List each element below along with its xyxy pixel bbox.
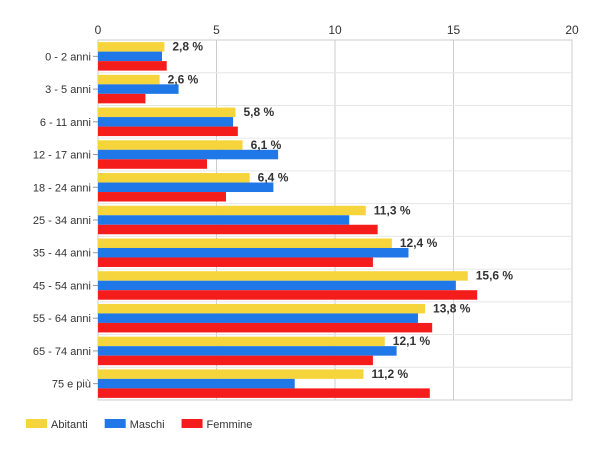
category-label: 12 - 17 anni	[33, 150, 91, 162]
data-label: 12,4 %	[400, 236, 438, 250]
bars	[98, 42, 478, 398]
bar-maschi[interactable]	[98, 280, 456, 291]
data-label: 13,8 %	[433, 301, 471, 315]
grid	[93, 39, 573, 401]
data-label: 2,6 %	[168, 72, 199, 86]
category-label: 45 - 54 anni	[33, 280, 91, 292]
category-label: 6 - 11 anni	[40, 117, 91, 129]
category-label: 35 - 44 anni	[33, 248, 91, 260]
bar-maschi[interactable]	[98, 247, 409, 258]
bar-femmine[interactable]	[98, 355, 373, 366]
category-label: 25 - 34 anni	[33, 215, 91, 227]
legend[interactable]: Abitanti Maschi Femmine	[26, 419, 252, 431]
bar-abitanti[interactable]	[98, 107, 236, 118]
legend-swatch-maschi[interactable]	[104, 419, 126, 428]
x-tick-label: 0	[95, 23, 102, 37]
legend-label-maschi[interactable]: Maschi	[130, 419, 165, 431]
bar-abitanti[interactable]	[98, 238, 392, 248]
category-label: 55 - 64 anni	[33, 313, 91, 325]
bar-abitanti[interactable]	[98, 369, 364, 379]
bar-abitanti[interactable]	[98, 336, 385, 347]
bar-femmine[interactable]	[98, 61, 167, 71]
category-label: 65 - 74 anni	[33, 346, 91, 358]
legend-label-femmine[interactable]: Femmine	[207, 419, 253, 431]
category-label: 18 - 24 anni	[33, 182, 91, 194]
bar-abitanti[interactable]	[98, 271, 468, 281]
bar-femmine[interactable]	[98, 224, 378, 235]
bar-maschi[interactable]	[98, 378, 295, 389]
bar-abitanti[interactable]	[98, 303, 426, 314]
data-label: 2,8 %	[172, 40, 203, 54]
bar-maschi[interactable]	[98, 149, 279, 160]
bar-femmine[interactable]	[98, 257, 373, 267]
bar-femmine[interactable]	[98, 322, 433, 333]
legend-swatch-abitanti[interactable]	[26, 419, 47, 428]
labels: 0 5 10 15 20 0 - 2 anni 2,8 % 3 - 5 anni 2,6 % 6 …	[33, 23, 579, 391]
bar-abitanti[interactable]	[98, 140, 243, 150]
category-label: 3 - 5 anni	[45, 84, 91, 96]
bar-abitanti[interactable]	[98, 173, 250, 183]
category-label: 75 e più	[52, 379, 91, 391]
data-label: 5,8 %	[243, 105, 274, 119]
bar-abitanti[interactable]	[98, 42, 165, 52]
bar-maschi[interactable]	[98, 215, 350, 225]
bar-femmine[interactable]	[98, 159, 208, 169]
x-tick-label: 10	[328, 23, 342, 37]
legend-swatch-femmine[interactable]	[181, 419, 203, 428]
data-label: 12,1 %	[393, 334, 431, 348]
data-label: 6,1 %	[251, 138, 282, 152]
data-label: 11,2 %	[371, 367, 408, 381]
category-label: 0 - 2 anni	[45, 51, 91, 63]
bar-maschi[interactable]	[98, 117, 234, 127]
bar-maschi[interactable]	[98, 51, 162, 62]
bar-femmine[interactable]	[98, 93, 146, 104]
bar-femmine[interactable]	[98, 290, 478, 300]
data-label: 11,3 %	[374, 203, 411, 217]
bar-abitanti[interactable]	[98, 74, 160, 85]
x-tick-label: 20	[565, 23, 579, 37]
data-label: 6,4 %	[258, 171, 289, 185]
x-tick-label: 5	[213, 23, 220, 37]
bar-femmine[interactable]	[98, 192, 226, 202]
bar-abitanti[interactable]	[98, 205, 366, 216]
bar-maschi[interactable]	[98, 182, 274, 193]
bar-maschi[interactable]	[98, 346, 397, 356]
x-tick-label: 15	[447, 23, 461, 37]
bar-femmine[interactable]	[98, 126, 238, 137]
bar-maschi[interactable]	[98, 84, 179, 94]
bar-maschi[interactable]	[98, 313, 418, 323]
bar-femmine[interactable]	[98, 388, 430, 398]
legend-label-abitanti[interactable]: Abitanti	[51, 419, 88, 431]
data-label: 15,6 %	[476, 269, 514, 283]
